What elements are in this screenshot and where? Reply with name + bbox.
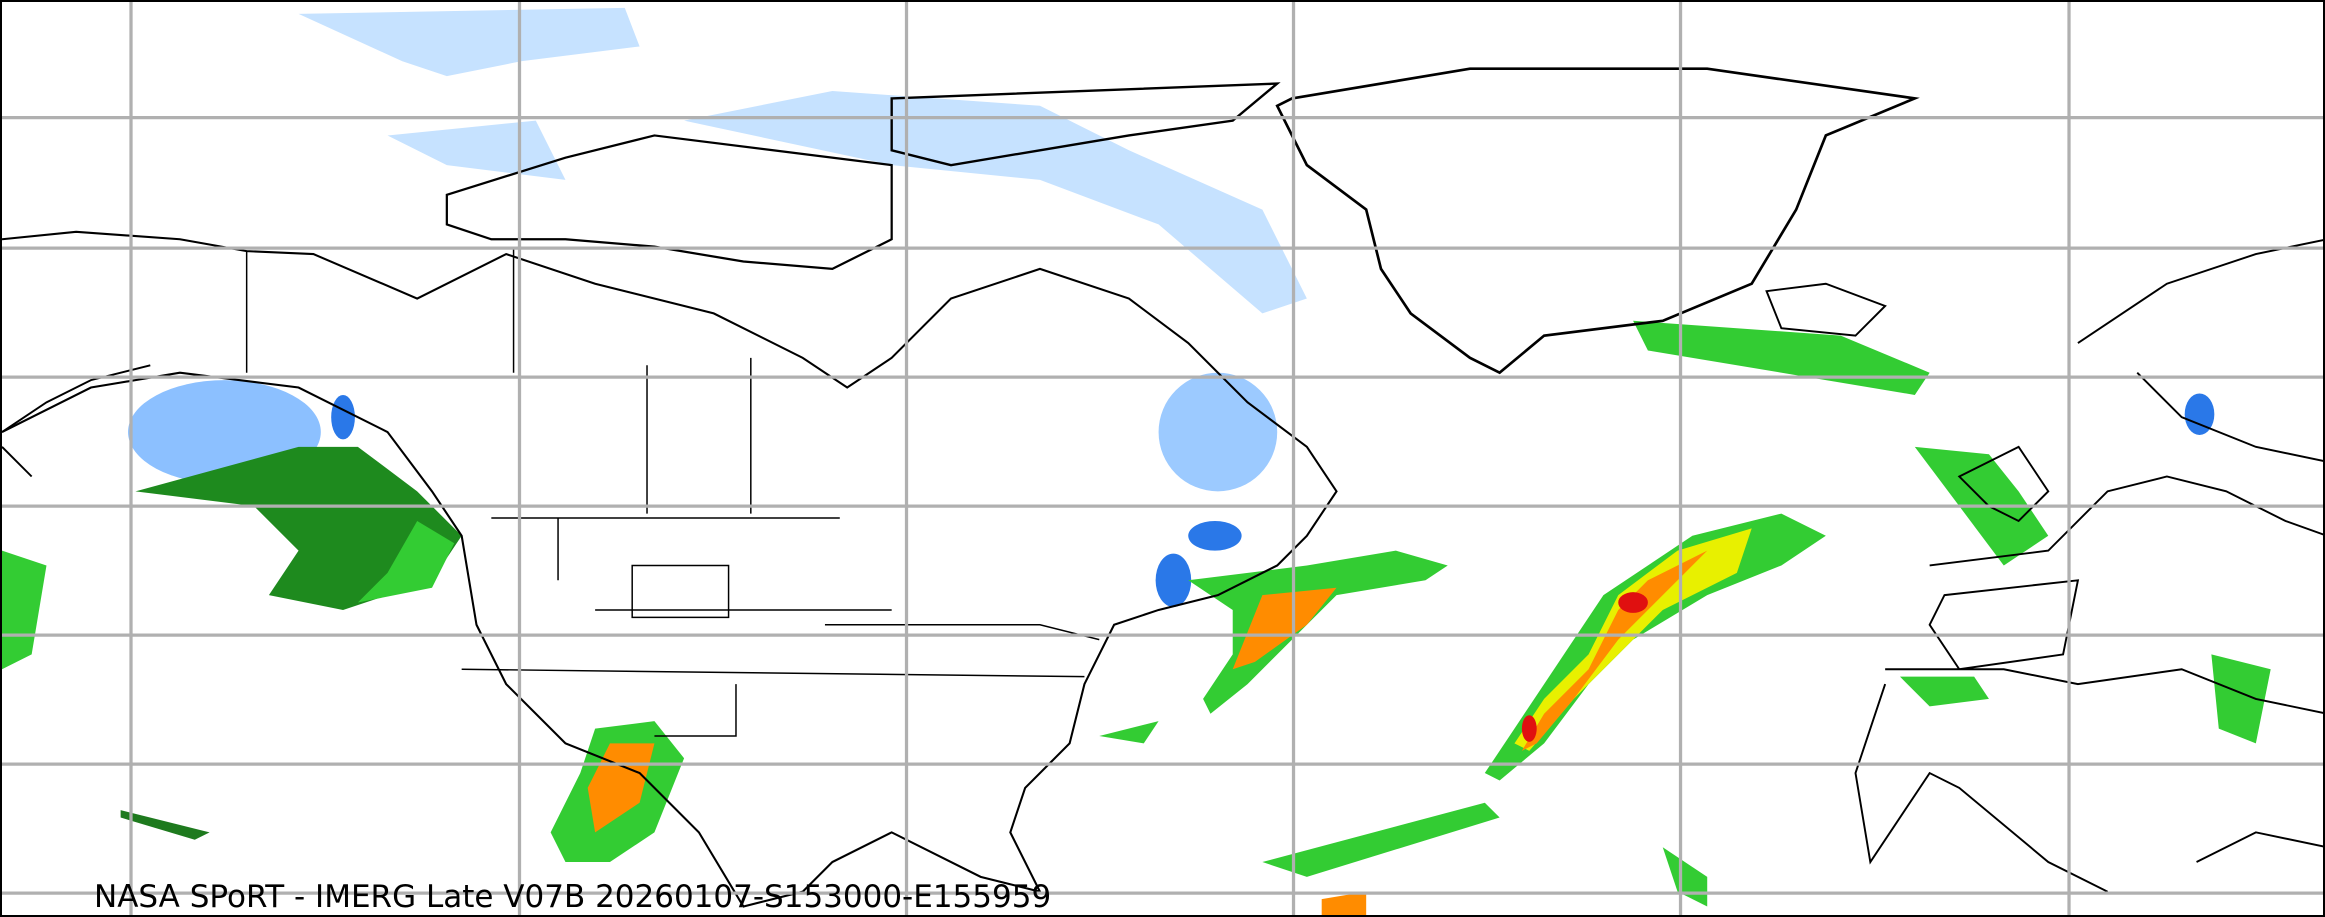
heavy-snow-layer xyxy=(331,393,2215,607)
map-caption: NASA SPoRT - IMERG Late V07B 20260107-S1… xyxy=(94,879,1052,915)
